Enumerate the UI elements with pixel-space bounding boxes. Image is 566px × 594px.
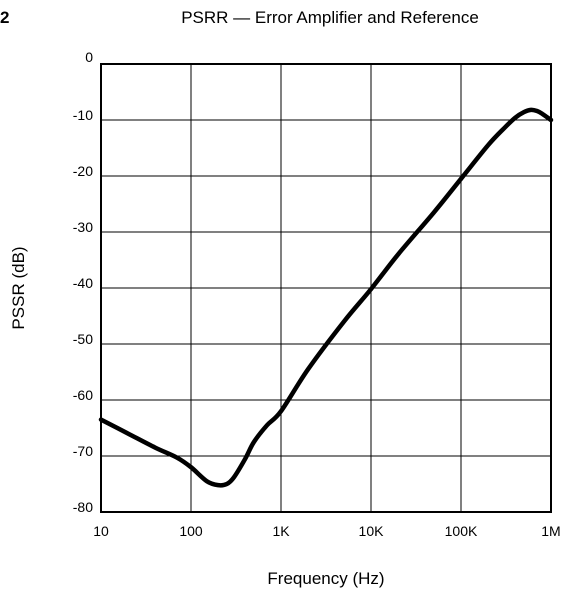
- x-tick-label: 10K: [359, 523, 385, 539]
- y-axis-label: PSSR (dB): [9, 246, 28, 329]
- x-tick-label: 1K: [272, 523, 290, 539]
- x-axis-label: Frequency (Hz): [267, 569, 384, 588]
- x-tick-label: 100: [179, 523, 203, 539]
- x-tick-label: 100K: [445, 523, 478, 539]
- x-tick-label: 10: [93, 523, 109, 539]
- x-tick-labels: 10 100 1K 10K 100K 1M: [93, 523, 561, 539]
- y-tick-label: -50: [73, 331, 93, 347]
- grid: [100, 63, 552, 513]
- psrr-series-line: [98, 107, 554, 488]
- y-tick-label: -20: [73, 163, 93, 179]
- y-tick-label: 0: [85, 49, 93, 65]
- y-tick-label: -80: [73, 499, 93, 515]
- figure-number: 2: [0, 8, 10, 27]
- y-tick-labels: 0 -10 -20 -30 -40 -50 -60 -70 -80: [73, 49, 93, 515]
- y-tick-label: -70: [73, 443, 93, 459]
- y-tick-label: -30: [73, 219, 93, 235]
- plot-frame: [100, 63, 552, 513]
- y-tick-label: -10: [73, 107, 93, 123]
- chart-title: PSRR — Error Amplifier and Reference: [181, 8, 479, 27]
- y-tick-label: -60: [73, 387, 93, 403]
- y-tick-label: -40: [73, 275, 93, 291]
- x-tick-label: 1M: [541, 523, 560, 539]
